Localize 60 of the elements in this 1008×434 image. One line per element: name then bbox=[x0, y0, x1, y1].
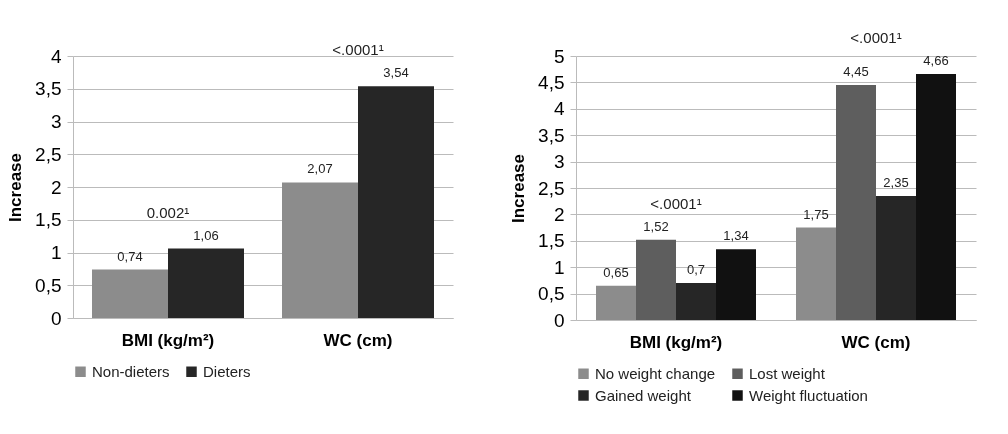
data-label: 0,74 bbox=[117, 248, 143, 264]
data-label: 0,7 bbox=[686, 262, 706, 278]
data-label: 2,35 bbox=[883, 174, 909, 190]
annotation: <.0001¹ bbox=[650, 194, 702, 212]
annotation: <.0001¹ bbox=[332, 41, 384, 59]
data-label: 0,65 bbox=[603, 264, 629, 280]
bar bbox=[796, 227, 836, 320]
data-label: 3,54 bbox=[383, 65, 409, 81]
bar bbox=[876, 195, 916, 320]
y-tick-label: 4 bbox=[553, 98, 565, 120]
data-label: 1,75 bbox=[803, 206, 829, 222]
y-tick-label: 0 bbox=[553, 309, 565, 331]
y-tick-label: 3 bbox=[553, 151, 565, 173]
x-tick-label: BMI (kg/m²) bbox=[121, 330, 215, 350]
data-label: 4,66 bbox=[923, 52, 949, 68]
bar bbox=[168, 248, 244, 318]
legend-label: Dieters bbox=[203, 362, 251, 380]
legend-label: Lost weight bbox=[749, 364, 826, 382]
legend-label: Gained weight bbox=[595, 386, 692, 404]
bar bbox=[282, 182, 358, 318]
y-tick-label: 2 bbox=[50, 176, 62, 198]
y-tick-label: 0 bbox=[50, 307, 62, 329]
bar bbox=[916, 73, 956, 320]
legend-label: Weight fluctuation bbox=[749, 386, 868, 404]
y-tick-label: 3,5 bbox=[538, 124, 565, 146]
y-axis-title: Increase bbox=[6, 153, 26, 222]
y-tick-label: 2,5 bbox=[538, 177, 565, 199]
y-tick-label: 2 bbox=[553, 203, 565, 225]
bar bbox=[92, 269, 168, 318]
y-axis-title: Increase bbox=[509, 154, 529, 223]
legend-label: No weight change bbox=[595, 364, 716, 382]
y-tick-label: 4 bbox=[50, 45, 62, 67]
y-tick-label: 3 bbox=[50, 111, 62, 132]
text: <.0001¹ bbox=[850, 28, 902, 46]
bar bbox=[676, 283, 716, 320]
y-tick-label: 3,5 bbox=[35, 78, 62, 100]
y-tick-label: 0,5 bbox=[35, 274, 62, 296]
y-tick-label: 2,5 bbox=[35, 143, 62, 165]
data-label: 4,45 bbox=[843, 64, 869, 80]
bar bbox=[358, 86, 434, 318]
bar bbox=[636, 239, 676, 320]
legend-label: Non-dieters bbox=[92, 362, 170, 380]
y-tick-label: 1,5 bbox=[35, 209, 62, 231]
data-label: 1,34 bbox=[723, 228, 749, 244]
y-tick-label: 1,5 bbox=[538, 230, 565, 252]
x-tick-label: WC (cm) bbox=[841, 332, 911, 352]
x-tick-label: WC (cm) bbox=[323, 330, 393, 350]
x-tick-label: BMI (kg/m²) bbox=[629, 332, 723, 352]
bar bbox=[716, 249, 756, 320]
data-label: 2,07 bbox=[307, 161, 333, 177]
y-tick-label: 1 bbox=[50, 242, 62, 263]
data-label: 1,52 bbox=[643, 218, 669, 234]
annotation: 0.002¹ bbox=[146, 203, 190, 221]
y-tick-label: 5 bbox=[553, 45, 565, 67]
data-label: 1,06 bbox=[193, 227, 219, 243]
y-tick-label: 1 bbox=[553, 256, 565, 278]
y-tick-label: 0,5 bbox=[538, 283, 565, 305]
y-tick-label: 4,5 bbox=[538, 71, 565, 93]
bar bbox=[836, 85, 876, 320]
bar bbox=[596, 285, 636, 320]
